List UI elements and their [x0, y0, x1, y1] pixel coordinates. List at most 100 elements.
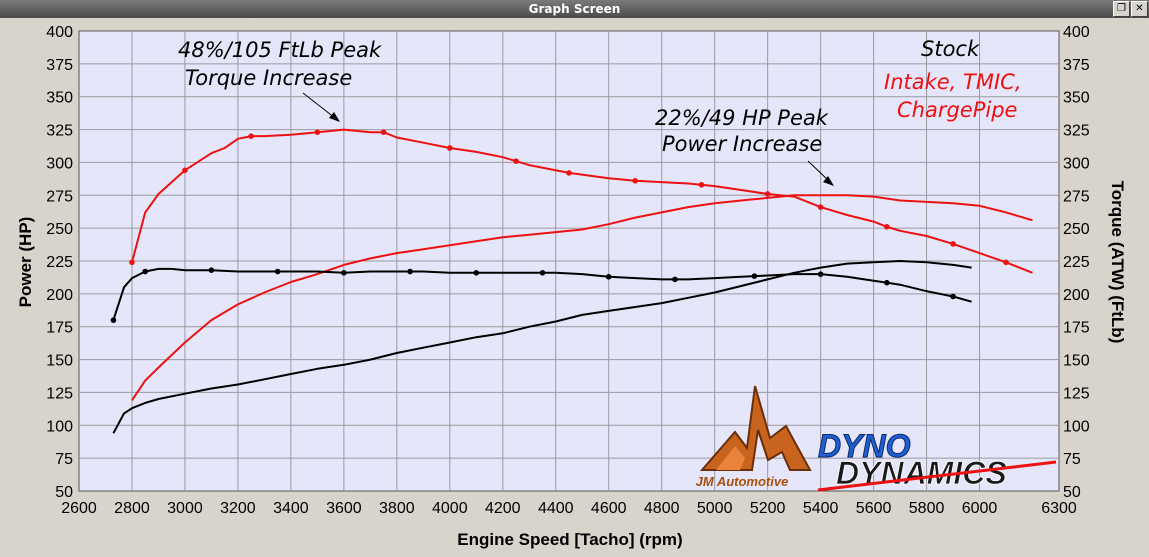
data-point-stock_torque	[539, 270, 546, 276]
x-axis-label: Engine Speed [Tacho] (rpm)	[457, 530, 682, 549]
right-tick-label: 400	[1063, 24, 1090, 41]
right-tick-label: 250	[1063, 221, 1090, 238]
data-point-stock_torque	[950, 293, 956, 300]
x-tick-label: 4800	[644, 500, 680, 517]
left-tick-label: 200	[46, 287, 73, 304]
data-point-stock_torque	[341, 270, 347, 276]
close-icon[interactable]: ✕	[1131, 1, 1148, 17]
x-tick-label: 5600	[856, 500, 892, 517]
x-tick-label: 5400	[803, 500, 839, 517]
x-tick-label: 4000	[432, 500, 468, 517]
jm-logo-text: JM Automotive	[696, 474, 789, 489]
data-point-mod_torque	[447, 145, 453, 151]
dyno-chart: 2600 2800 3000 3200 3400 3600 3800 4000 4200 4400…	[16, 24, 1127, 549]
data-point-stock_torque	[274, 268, 281, 275]
graph-window: 2600 2800 3000 3200 3400 3600 3800 4000 4200 4400…	[0, 18, 1149, 557]
right-tick-label: 300	[1063, 155, 1090, 172]
right-tick-label: 275	[1063, 188, 1090, 205]
data-point-stock_torque	[142, 268, 149, 275]
data-point-mod_torque	[314, 129, 321, 135]
left-tick-label: 175	[46, 320, 73, 337]
x-tick-label: 3400	[273, 500, 309, 517]
data-point-stock_torque	[817, 271, 824, 277]
right-tick-label: 125	[1063, 385, 1090, 402]
left-tick-label: 375	[46, 57, 73, 74]
x-tick-label: 3600	[326, 500, 362, 517]
dyno-dynamics-logo: DYNO DYNAMICS	[818, 428, 1057, 492]
left-tick-label: 100	[46, 418, 73, 435]
data-point-stock_torque	[884, 279, 890, 286]
x-tick-label: 5200	[750, 500, 786, 517]
x-tick-label: 2800	[114, 500, 150, 517]
series-line-mod_power	[131, 194, 1033, 401]
data-point-stock_torque	[407, 268, 413, 275]
right-tick-label: 325	[1063, 123, 1090, 140]
x-tick-label: 2600	[61, 500, 97, 517]
data-point-stock_torque	[605, 273, 612, 280]
x-tick-label: 4400	[538, 500, 574, 517]
right-tick-label: 100	[1063, 418, 1090, 435]
left-tick-label: 75	[55, 451, 73, 468]
data-point-mod_torque	[764, 191, 771, 197]
left-tick-label: 300	[46, 155, 73, 172]
grid	[79, 31, 1059, 491]
series-line-stock_power	[112, 260, 972, 434]
legend-modified-line1: Intake, TMIC,	[884, 70, 1022, 94]
restore-icon[interactable]: ❐	[1113, 1, 1130, 17]
left-axis-label: Power (HP)	[16, 217, 35, 308]
data-point-mod_torque	[884, 224, 890, 230]
left-tick-label: 325	[46, 123, 73, 140]
data-point-mod_torque	[566, 170, 572, 176]
left-tick-label: 400	[46, 24, 73, 41]
data-point-mod_torque	[632, 178, 639, 184]
window-title: Graph Screen	[528, 2, 621, 16]
power-annotation-line1: 22%/49 HP Peak	[655, 106, 829, 130]
x-tick-label: 6300	[1041, 500, 1077, 517]
x-tick-label: 3200	[220, 500, 256, 517]
left-tick-label: 225	[46, 254, 73, 271]
data-point-mod_torque	[248, 133, 254, 139]
x-tick-label: 4600	[591, 500, 627, 517]
tick-labels: 2600 2800 3000 3200 3400 3600 3800 4000 4200 4400…	[46, 24, 1090, 517]
chart-series	[110, 128, 1033, 434]
legend-stock: Stock	[921, 37, 980, 61]
power-annotation-arrowhead	[823, 176, 834, 186]
dyno-logo-line1: DYNO	[818, 428, 911, 464]
data-point-stock_torque	[110, 317, 117, 323]
x-tick-label: 5000	[697, 500, 733, 517]
data-point-stock_torque	[751, 273, 758, 279]
right-tick-label: 225	[1063, 254, 1090, 271]
jm-automotive-logo: JM Automotive	[696, 385, 812, 489]
data-point-mod_torque	[817, 204, 824, 210]
right-tick-label: 50	[1063, 484, 1081, 501]
right-tick-label: 375	[1063, 57, 1090, 74]
data-point-stock_torque	[208, 267, 215, 274]
right-tick-label: 200	[1063, 287, 1090, 304]
series-line-mod_torque	[131, 128, 1033, 274]
data-point-mod_torque	[513, 158, 519, 164]
x-tick-label: 5800	[909, 500, 945, 517]
right-tick-label: 150	[1063, 353, 1090, 370]
data-point-mod_torque	[182, 167, 188, 174]
data-point-mod_torque	[380, 129, 387, 135]
data-point-mod_torque	[950, 241, 956, 247]
power-annotation-arrow	[807, 160, 830, 182]
data-point-stock_torque	[473, 270, 480, 276]
torque-annotation-line1: 48%/105 FtLb Peak	[178, 38, 382, 62]
right-tick-label: 75	[1063, 451, 1081, 468]
window-title-bar: Graph Screen ❐ ✕	[0, 0, 1149, 18]
power-annotation-line2: Power Increase	[662, 132, 822, 156]
x-tick-label: 6000	[962, 500, 998, 517]
data-point-mod_torque	[1003, 259, 1009, 266]
left-tick-label: 50	[55, 484, 73, 501]
x-tick-label: 4200	[485, 500, 521, 517]
legend-modified-line2: ChargePipe	[897, 98, 1017, 122]
right-tick-label: 175	[1063, 320, 1090, 337]
x-tick-label: 3800	[379, 500, 415, 517]
left-tick-label: 250	[46, 221, 73, 238]
data-point-mod_torque	[698, 181, 705, 188]
torque-annotation-line2: Torque Increase	[185, 66, 352, 90]
right-tick-label: 350	[1063, 90, 1090, 107]
left-tick-label: 125	[46, 385, 73, 402]
x-tick-label: 3000	[167, 500, 203, 517]
